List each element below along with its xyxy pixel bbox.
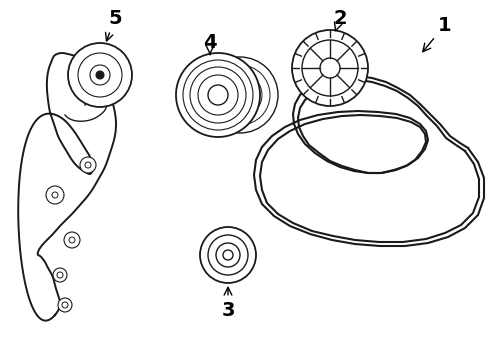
Circle shape: [176, 53, 260, 137]
Circle shape: [52, 192, 58, 198]
Circle shape: [78, 53, 122, 97]
Circle shape: [190, 67, 246, 123]
Circle shape: [80, 157, 96, 173]
Circle shape: [320, 58, 340, 78]
Circle shape: [210, 65, 270, 125]
Circle shape: [302, 40, 358, 96]
Circle shape: [233, 88, 247, 102]
Circle shape: [218, 73, 262, 117]
Circle shape: [226, 81, 254, 109]
Circle shape: [208, 85, 228, 105]
Circle shape: [68, 43, 132, 107]
Circle shape: [292, 30, 368, 106]
Circle shape: [69, 237, 75, 243]
Text: 4: 4: [203, 32, 217, 54]
Circle shape: [85, 162, 91, 168]
Text: 1: 1: [423, 15, 452, 52]
Circle shape: [58, 298, 72, 312]
Circle shape: [62, 302, 68, 308]
Circle shape: [90, 65, 110, 85]
Circle shape: [202, 57, 278, 133]
Circle shape: [183, 60, 253, 130]
Circle shape: [216, 243, 240, 267]
Circle shape: [198, 75, 238, 115]
Circle shape: [96, 71, 104, 79]
Text: 3: 3: [221, 287, 235, 320]
Circle shape: [208, 235, 248, 275]
Circle shape: [64, 232, 80, 248]
Text: 2: 2: [333, 9, 347, 31]
Text: 5: 5: [105, 9, 122, 41]
Circle shape: [57, 272, 63, 278]
Circle shape: [46, 186, 64, 204]
Circle shape: [200, 227, 256, 283]
Circle shape: [223, 250, 233, 260]
Circle shape: [53, 268, 67, 282]
